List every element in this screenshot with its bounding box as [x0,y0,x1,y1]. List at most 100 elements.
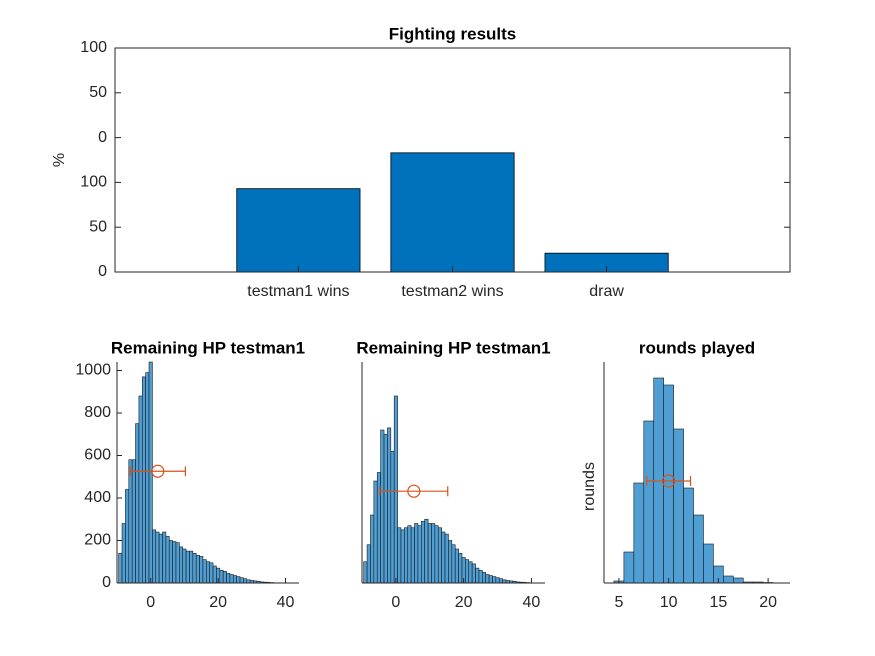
histogram-bar [226,573,231,584]
histogram-bar [209,562,214,584]
histogram-bar [390,450,395,584]
histogram-bar [451,544,456,584]
x-tick-label: 15 [709,594,727,611]
x-tick-label: 40 [523,594,541,611]
histogram-bar [243,578,248,584]
y-axis-label: % [51,153,68,167]
histogram-bar [397,527,402,584]
histogram-bar [118,552,123,584]
mean-marker [407,484,421,498]
histogram-bar [424,518,429,584]
histogram-bar [444,533,449,584]
y-tick-label: 100 [80,39,107,56]
axes-box [114,47,791,273]
histogram-bar [125,489,130,584]
y-axis-label: rounds [581,462,598,511]
y-tick-label: 0 [98,263,107,280]
histogram-bar [232,575,237,584]
histogram-bar [165,535,170,584]
y-tick-label: 400 [84,489,111,506]
histogram-bar [152,529,157,584]
x-tick-label: testman2 wins [401,283,503,300]
histogram-bar [236,576,241,584]
histogram-bar [643,420,655,584]
error-bar [129,466,187,477]
histogram-bar [434,525,439,584]
histogram-bar [495,577,500,584]
histogram-bar [703,543,714,584]
histogram-bar [172,541,177,584]
histogram-bar [363,561,368,584]
histogram-bar [175,542,180,584]
histogram-bar [410,527,415,584]
histogram-bar [448,540,453,584]
histogram-bar [663,384,674,584]
histogram-bar [380,429,385,584]
histogram-bar [693,514,704,584]
histogram-bar [498,578,503,584]
histogram-bar [673,428,684,584]
histogram-bar [206,561,210,584]
histogram-bar [189,550,194,584]
histogram-bar [417,525,422,584]
histogram-bar [373,480,378,584]
histogram-bar [138,395,143,584]
histogram-bar [370,514,375,584]
histogram-bar [393,395,398,584]
histogram-bar [179,546,184,584]
histogram-bar [192,552,197,584]
histogram-bar [683,487,694,584]
histogram-bar [633,482,645,584]
histogram-bar [468,561,473,584]
bar [236,188,361,273]
histogram-bar [441,531,446,584]
y-tick-label: 50 [89,218,107,235]
histogram-bar [475,567,480,584]
y-tick-label: 0 [102,574,111,591]
y-tick-label: 100 [80,174,107,191]
y-tick-label: 50 [89,84,107,101]
histogram-bar [168,540,173,584]
histogram-bar [437,527,442,584]
histogram-bar [158,533,163,584]
x-tick-label: 5 [614,594,623,611]
histogram-bar [482,572,486,584]
chart-title: Remaining HP testman1 [111,338,305,357]
histogram-bar [400,529,405,584]
histogram-bar [155,531,160,584]
histogram-bar [366,544,371,584]
histogram-bar [492,576,497,584]
histogram-bar [185,550,190,584]
x-tick-label: 20 [759,594,777,611]
error-bar [379,486,449,497]
y-tick-label: 800 [84,404,111,421]
histogram-bar [454,548,459,584]
histogram-bar [199,556,204,584]
x-tick-label: 40 [277,594,295,611]
bar [390,152,515,273]
histogram-bar [431,523,436,584]
histogram-bar [414,523,419,584]
x-tick-label: 0 [146,594,155,611]
chart-title: rounds played [639,338,755,357]
histogram-bar [162,531,167,584]
y-tick-label: 1000 [75,362,111,379]
histogram-bar [471,563,476,584]
histogram-bar [421,521,425,584]
y-tick-label: 200 [84,532,111,549]
mean-marker [151,464,165,478]
histogram-bar [427,523,432,584]
x-tick-label: 20 [209,594,227,611]
histogram-bar [488,575,493,584]
x-tick-label: testman1 wins [247,283,349,300]
histogram-bar [485,574,490,584]
y-tick-label: 600 [84,447,111,464]
chart-title: Remaining HP testman1 [356,338,550,357]
histogram-bar [723,575,734,584]
histogram-bar [135,423,140,584]
histogram-bar [465,559,470,584]
histogram-bar [222,571,227,584]
histogram-bar [404,527,409,584]
histogram-bar [623,551,635,584]
